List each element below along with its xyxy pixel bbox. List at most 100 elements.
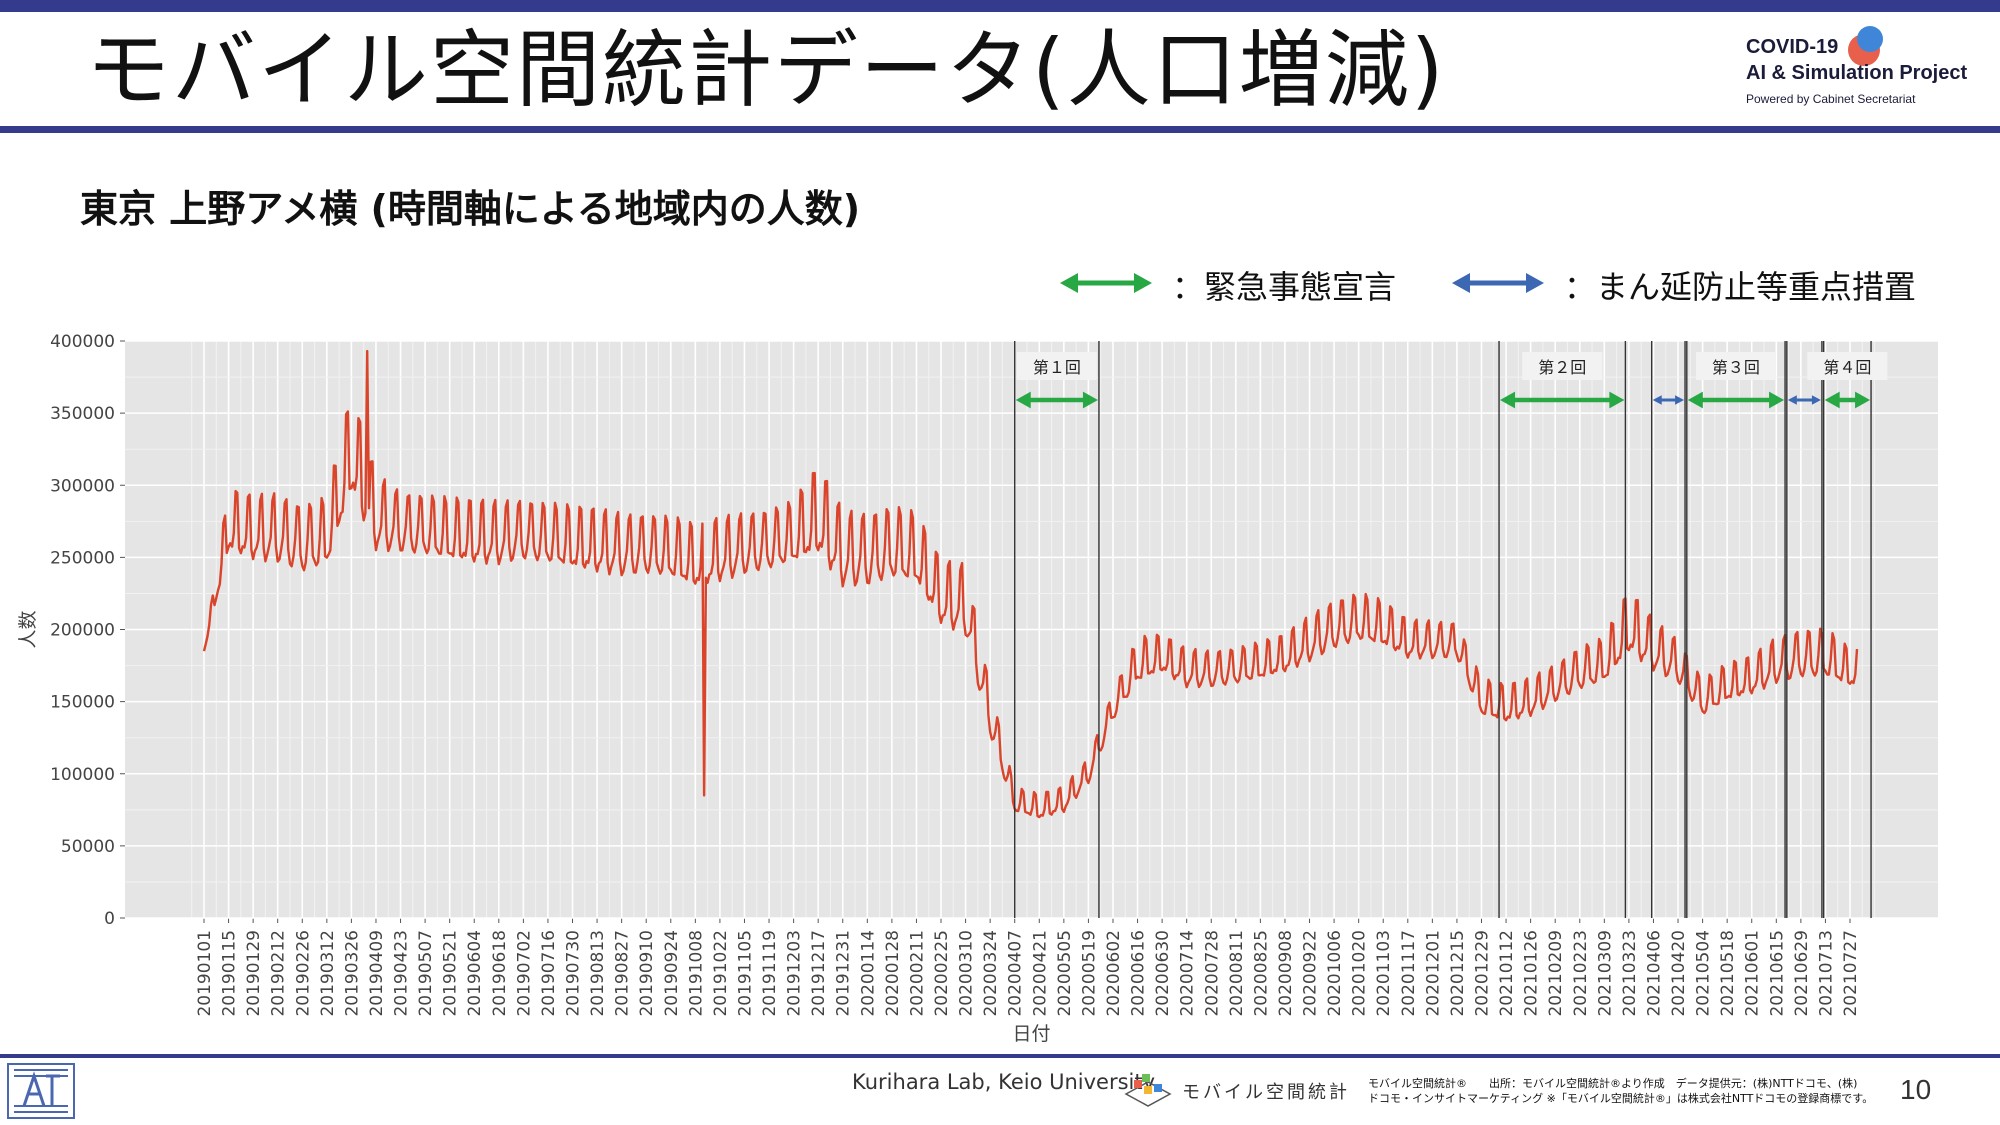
x-tick-label: 20200602 xyxy=(1104,930,1124,1017)
x-tick-label: 20210112 xyxy=(1497,930,1517,1017)
x-tick-label: 20190312 xyxy=(318,930,338,1017)
slide-title: モバイル空間統計データ(人口増減) xyxy=(86,21,1446,119)
x-tick-label: 20201020 xyxy=(1350,930,1370,1017)
x-tick-label: 20190604 xyxy=(465,930,485,1017)
x-tick-label: 20190924 xyxy=(662,930,682,1017)
x-tick-label: 20190226 xyxy=(293,930,313,1017)
x-tick-label: 20210629 xyxy=(1792,930,1812,1017)
source-line-1: モバイル空間統計® 出所：モバイル空間統計®より作成 データ提供元：(株)NTT… xyxy=(1368,1077,1858,1090)
x-tick-label: 20210713 xyxy=(1816,930,1836,1017)
blue-double-arrow-icon xyxy=(1452,273,1544,293)
y-tick-label: 100000 xyxy=(50,765,115,785)
x-tick-label: 20210126 xyxy=(1522,930,1542,1017)
top-accent-bar xyxy=(0,0,2000,12)
x-tick-label: 20201215 xyxy=(1448,930,1468,1017)
x-axis-title: 日付 xyxy=(1012,1023,1050,1045)
period-label-box xyxy=(1807,352,1888,380)
legend-emergency-label: ：緊急事態宣言 xyxy=(1172,268,1397,306)
y-tick-label: 200000 xyxy=(50,621,115,641)
y-tick-label: 300000 xyxy=(50,476,115,496)
x-tick-label: 20201006 xyxy=(1325,930,1345,1017)
x-tick-label: 20210615 xyxy=(1767,930,1787,1017)
x-tick-label: 20191231 xyxy=(834,930,854,1017)
logo-blue-dot-icon xyxy=(1857,26,1883,52)
x-tick-label: 20201117 xyxy=(1399,930,1419,1017)
y-tick-label: 150000 xyxy=(50,693,115,713)
x-tick-label: 20190702 xyxy=(514,930,534,1017)
x-tick-label: 20200630 xyxy=(1153,930,1173,1017)
period-label-box xyxy=(1016,352,1097,380)
y-tick-label: 50000 xyxy=(61,837,115,857)
logo-line-3: Powered by Cabinet Secretariat xyxy=(1746,92,1916,106)
x-tick-label: 20200114 xyxy=(858,930,878,1017)
x-tick-label: 20200616 xyxy=(1129,930,1149,1017)
x-tick-label: 20190716 xyxy=(539,930,559,1017)
period-arrow-head xyxy=(1824,391,1840,409)
period-arrow-head xyxy=(1500,391,1516,409)
period-arrow-head xyxy=(1811,395,1821,405)
x-tick-label: 20200310 xyxy=(957,930,977,1017)
legend-priority-label: ：まん延防止等重点措置 xyxy=(1564,268,1917,306)
x-tick-label: 20200324 xyxy=(981,930,1001,1017)
x-tick-label: 20200811 xyxy=(1227,930,1247,1017)
x-tick-label: 20210518 xyxy=(1718,930,1738,1017)
footer-credit: Kurihara Lab, Keio University xyxy=(852,1070,1156,1094)
mobile-stats-logo: モバイル空間統計 xyxy=(1120,1072,1347,1112)
legend-emergency: ：緊急事態宣言 xyxy=(1060,262,1420,306)
project-logo: COVID-19 AI & Simulation Project Powered… xyxy=(1746,26,1986,118)
period-label-box xyxy=(1695,352,1776,380)
logo-line-2: AI & Simulation Project xyxy=(1746,62,1968,84)
x-tick-label: 20200728 xyxy=(1202,930,1222,1017)
x-tick-label: 20190115 xyxy=(220,930,240,1017)
x-tick-label: 20200225 xyxy=(932,930,952,1017)
x-tick-label: 20200519 xyxy=(1079,930,1099,1017)
x-tick-label: 20210406 xyxy=(1644,930,1664,1017)
header-divider xyxy=(0,126,2000,133)
period-arrow-head xyxy=(1675,395,1685,405)
x-tick-label: 20210601 xyxy=(1743,930,1763,1017)
x-tick-label: 20210727 xyxy=(1841,930,1861,1017)
x-tick-label: 20190618 xyxy=(490,930,510,1017)
x-tick-label: 20210223 xyxy=(1571,930,1591,1017)
x-tick-label: 20190101 xyxy=(195,930,215,1017)
source-note: モバイル空間統計® 出所：モバイル空間統計®より作成 データ提供元：(株)NTT… xyxy=(1368,1076,1873,1106)
y-tick-label: 0 xyxy=(104,909,115,929)
x-tick-label: 20190212 xyxy=(269,930,289,1017)
page-number: 10 xyxy=(1900,1074,1932,1105)
period-arrow-head xyxy=(1687,391,1703,409)
logo-line-1: COVID-19 xyxy=(1746,36,1839,58)
x-tick-label: 20191105 xyxy=(735,930,755,1017)
x-tick-label: 20200714 xyxy=(1178,930,1198,1017)
x-tick-label: 20210420 xyxy=(1669,930,1689,1017)
x-tick-label: 20190730 xyxy=(564,930,584,1017)
x-tick-label: 20210323 xyxy=(1620,930,1640,1017)
green-double-arrow-icon xyxy=(1060,273,1152,293)
x-tick-label: 20200825 xyxy=(1251,930,1271,1017)
period-arrow-head xyxy=(1855,391,1871,409)
period-arrow-head xyxy=(1769,391,1785,409)
cube-logo-icon xyxy=(1124,1074,1172,1107)
x-tick-label: 20200128 xyxy=(883,930,903,1017)
series-line xyxy=(202,349,1859,819)
period-label: 第２回 xyxy=(1538,358,1586,377)
period-arrow-head xyxy=(1609,391,1625,409)
x-tick-label: 20190910 xyxy=(637,930,657,1017)
period-label: 第３回 xyxy=(1712,358,1760,377)
x-tick-label: 20200421 xyxy=(1030,930,1050,1017)
mobile-logo-text: モバイル空間統計 xyxy=(1182,1082,1350,1103)
x-tick-label: 20200505 xyxy=(1055,930,1075,1017)
period-arrow-head xyxy=(1787,395,1797,405)
x-tick-label: 20200211 xyxy=(907,930,927,1017)
chart-subtitle: 東京 上野アメ横 (時間軸による地域内の人数) xyxy=(80,187,861,231)
y-tick-label: 350000 xyxy=(50,404,115,424)
source-line-2: ドコモ・インサイトマーケティング ※「モバイル空間統計®」は株式会社NTTドコモ… xyxy=(1368,1092,1874,1105)
x-tick-label: 20191119 xyxy=(760,930,780,1017)
x-tick-label: 20190813 xyxy=(588,930,608,1017)
x-tick-label: 20191217 xyxy=(809,930,829,1017)
x-tick-label: 20190423 xyxy=(392,930,412,1017)
x-tick-label: 20201229 xyxy=(1472,930,1492,1017)
period-arrow-head xyxy=(1015,391,1031,409)
period-label-box xyxy=(1522,352,1603,380)
x-tick-label: 20201201 xyxy=(1423,930,1443,1017)
x-tick-label: 20200407 xyxy=(1006,930,1026,1017)
